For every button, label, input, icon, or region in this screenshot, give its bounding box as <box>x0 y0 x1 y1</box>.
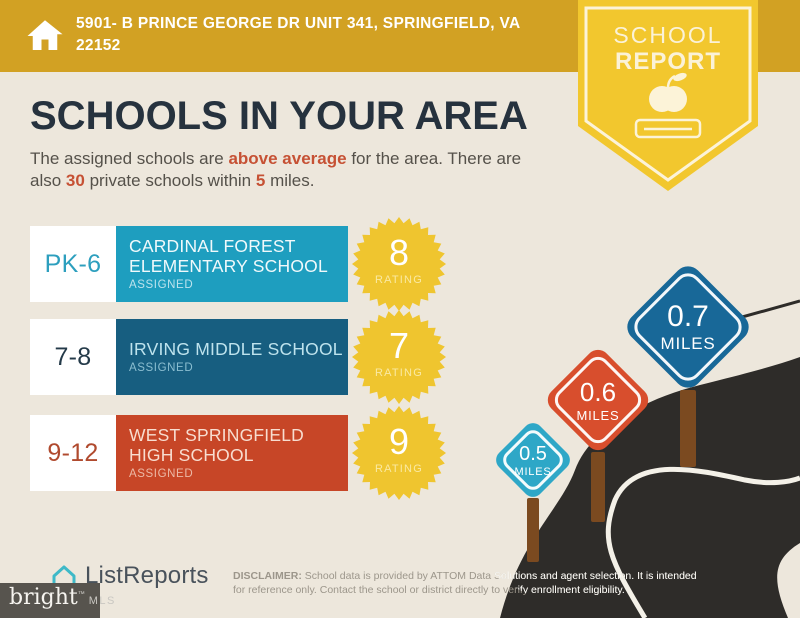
distance-unit: MILES <box>660 334 716 353</box>
intro-segment: private schools within <box>84 171 256 191</box>
rating-label: RATING <box>375 367 423 379</box>
distance-value: 0.7 <box>667 300 709 333</box>
apple-book-icon <box>634 72 702 139</box>
grade-range-badge: 9-12 <box>30 415 116 491</box>
sign-post <box>527 498 539 562</box>
brightmls-logo: bright ™ MLS <box>0 583 114 618</box>
trademark-symbol: ™ <box>77 591 85 598</box>
mls-suffix: MLS <box>88 595 116 607</box>
intro-segment: miles. <box>265 171 315 191</box>
rating-burst-shape <box>352 217 446 311</box>
distance-unit: MILES <box>514 465 552 478</box>
disclaimer: DISCLAIMER: School data is provided by A… <box>233 569 711 598</box>
rating-burst: 7 RATING <box>351 309 447 405</box>
school-bar: WEST SPRINGFIELD HIGH SCHOOL ASSIGNED <box>116 415 348 491</box>
school-report-badge: SCHOOL REPORT <box>578 0 758 192</box>
disclaimer-label: DISCLAIMER: <box>233 570 302 582</box>
rating-burst-shape <box>352 310 446 404</box>
listreports-wordmark: ListReports <box>85 562 209 589</box>
rating-value: 7 <box>388 325 410 366</box>
intro-highlight-above-average: above average <box>228 149 347 168</box>
property-address: 5901- B PRINCE GEORGE DR UNIT 341, SPRIN… <box>76 13 581 57</box>
rating-burst: 9 RATING <box>351 405 447 501</box>
grade-range-badge: PK-6 <box>30 226 116 302</box>
distance-sign-high: 0.7 MILES <box>621 260 755 394</box>
distance-sign-label: 0.7 MILES <box>641 280 735 374</box>
rating-label: RATING <box>375 274 423 286</box>
intro-highlight-private-count: 30 <box>65 171 85 191</box>
distance-sign-label: 0.5 MILES <box>504 431 562 489</box>
school-row-elementary: PK-6 CARDINAL FOREST ELEMENTARY SCHOOL A… <box>30 217 450 311</box>
road-surface <box>500 357 800 618</box>
sign-post <box>591 452 605 522</box>
distance-sign-middle: 0.6 MILES <box>542 344 654 456</box>
listreports-logo: ListReports <box>50 562 209 590</box>
badge-title-line2: REPORT <box>614 48 721 75</box>
intro-segment: for the area. There are <box>346 149 522 168</box>
rating-value: 8 <box>388 232 410 273</box>
rating-value: 9 <box>388 421 410 462</box>
assigned-label: ASSIGNED <box>129 362 194 375</box>
disclaimer-text: School data is provided by ATTOM Data So… <box>233 570 697 597</box>
address-line2: 22152 <box>76 37 121 54</box>
brightmls-wordmark: bright <box>9 585 78 610</box>
rating-label: RATING <box>375 463 423 475</box>
school-bar: IRVING MIDDLE SCHOOL ASSIGNED <box>116 319 348 395</box>
grade-range-badge: 7-8 <box>30 319 116 395</box>
distance-value: 0.5 <box>519 442 547 465</box>
home-icon <box>27 20 63 50</box>
sign-post <box>680 390 696 467</box>
address-line1: 5901- B PRINCE GEORGE DR UNIT 341, SPRIN… <box>76 15 521 32</box>
assigned-label: ASSIGNED <box>129 279 194 292</box>
school-bar: CARDINAL FOREST ELEMENTARY SCHOOL ASSIGN… <box>116 226 348 302</box>
distance-value: 0.6 <box>579 377 617 407</box>
school-name: CARDINAL FOREST ELEMENTARY SCHOOL <box>129 235 328 276</box>
badge-title-line1: SCHOOL <box>613 22 723 48</box>
school-name: IRVING MIDDLE SCHOOL <box>129 338 343 359</box>
distance-sign-label: 0.6 MILES <box>559 361 637 439</box>
assigned-label: ASSIGNED <box>129 468 194 481</box>
badge-ribbon-shape <box>578 0 758 191</box>
school-row-high: 9-12 WEST SPRINGFIELD HIGH SCHOOL ASSIGN… <box>30 406 450 500</box>
intro-segment: The assigned schools are <box>30 149 229 168</box>
rating-burst-shape <box>352 406 446 500</box>
page-title: SCHOOLS IN YOUR AREA <box>30 94 528 138</box>
rating-burst: 8 RATING <box>351 216 447 312</box>
school-name: WEST SPRINGFIELD HIGH SCHOOL <box>129 424 304 465</box>
intro-text: The assigned schools are above average f… <box>30 148 582 193</box>
school-row-middle: 7-8 IRVING MIDDLE SCHOOL ASSIGNED 7 RATI… <box>30 310 450 404</box>
distance-unit: MILES <box>576 408 620 423</box>
road-center-line <box>605 466 800 618</box>
intro-highlight-radius: 5 <box>255 171 266 191</box>
intro-segment: also <box>30 171 66 191</box>
